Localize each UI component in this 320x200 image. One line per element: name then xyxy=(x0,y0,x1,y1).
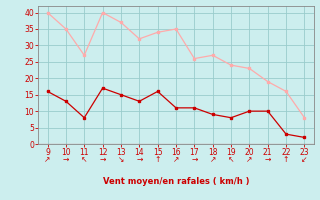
Text: →: → xyxy=(100,155,106,164)
Text: ↘: ↘ xyxy=(118,155,124,164)
Text: →: → xyxy=(265,155,271,164)
Text: ↖: ↖ xyxy=(81,155,87,164)
Text: ↗: ↗ xyxy=(44,155,51,164)
Text: →: → xyxy=(191,155,197,164)
Text: →: → xyxy=(63,155,69,164)
Text: →: → xyxy=(136,155,142,164)
Text: ↑: ↑ xyxy=(155,155,161,164)
Text: ↗: ↗ xyxy=(173,155,179,164)
Text: ↙: ↙ xyxy=(301,155,308,164)
Text: ↖: ↖ xyxy=(228,155,234,164)
Text: ↗: ↗ xyxy=(246,155,252,164)
X-axis label: Vent moyen/en rafales ( km/h ): Vent moyen/en rafales ( km/h ) xyxy=(103,177,249,186)
Text: ↗: ↗ xyxy=(210,155,216,164)
Text: ↑: ↑ xyxy=(283,155,289,164)
